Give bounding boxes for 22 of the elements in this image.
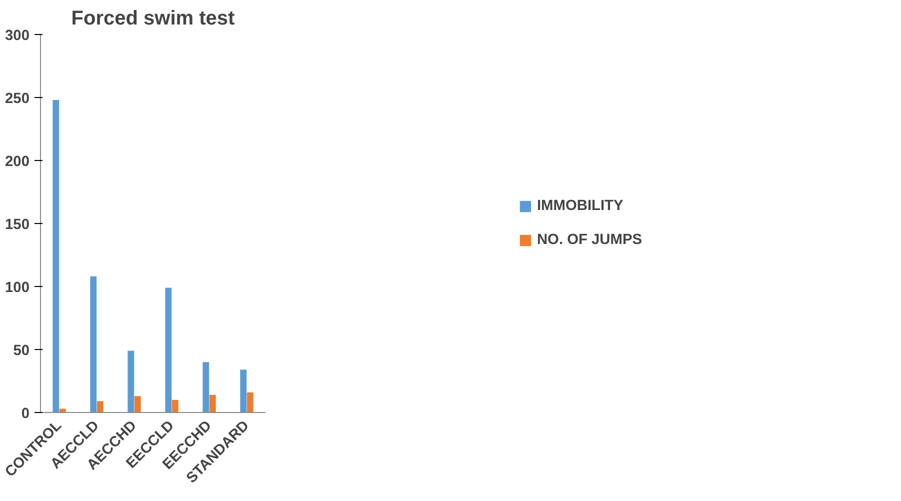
bar: [59, 408, 66, 412]
legend-label: IMMOBILITY: [536, 198, 624, 214]
y-tick-label: 0: [21, 406, 30, 422]
legend-label: NO. OF JUMPS: [536, 232, 642, 248]
bar: [90, 276, 97, 412]
bar: [128, 350, 134, 412]
bar: [52, 100, 60, 412]
bar: [246, 392, 254, 412]
chart-title: Forced swim test: [71, 8, 236, 30]
bar: [134, 396, 141, 412]
y-tick-label: 100: [5, 280, 30, 296]
bar: [165, 288, 172, 412]
bar: [202, 362, 210, 412]
bar: [240, 370, 247, 412]
bar: [172, 400, 178, 412]
y-tick-label: 250: [5, 91, 30, 107]
bar: [96, 401, 104, 412]
bar: [209, 394, 216, 412]
y-tick-label: 200: [5, 154, 30, 170]
y-tick-label: 50: [13, 343, 30, 359]
y-tick-label: 150: [5, 217, 30, 233]
y-tick-label: 300: [5, 28, 30, 44]
